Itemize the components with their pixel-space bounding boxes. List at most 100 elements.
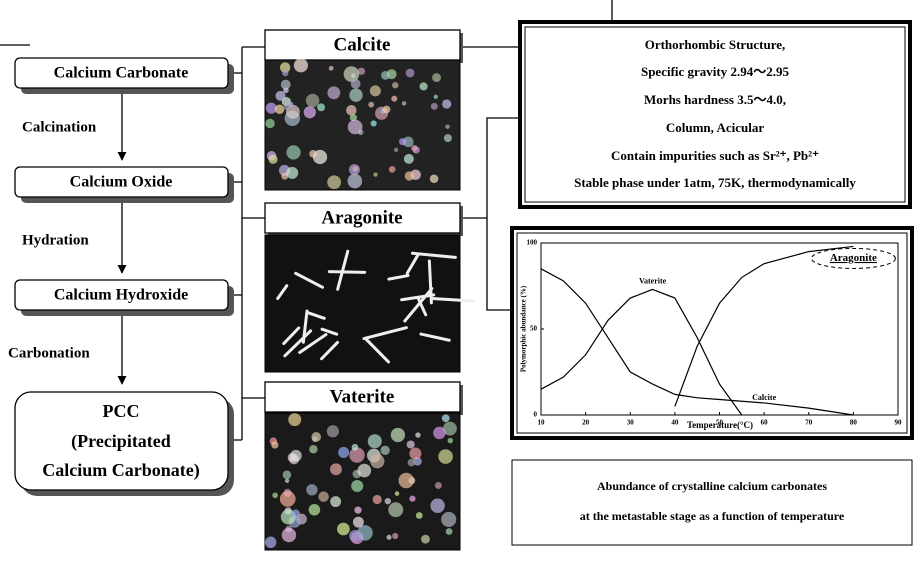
crystal bbox=[306, 94, 319, 107]
crystal bbox=[407, 440, 415, 448]
crystal bbox=[381, 71, 390, 80]
crystal bbox=[283, 87, 289, 93]
crystal bbox=[368, 102, 374, 108]
crystal bbox=[399, 138, 406, 145]
crystal bbox=[387, 535, 392, 540]
diagram: Calcium Carbonate Calcium Oxide Calcium … bbox=[0, 0, 921, 563]
process-label: Calcination bbox=[22, 119, 97, 135]
crystal bbox=[285, 479, 289, 483]
step-label: Calcium Oxide bbox=[70, 174, 173, 191]
crystal bbox=[337, 523, 350, 536]
crystal bbox=[373, 495, 382, 504]
crystal bbox=[409, 496, 415, 502]
crystal bbox=[368, 434, 382, 448]
crystal bbox=[432, 73, 441, 82]
crystal bbox=[411, 145, 417, 151]
property: Stable phase under 1atm, 75K, thermodyna… bbox=[574, 175, 856, 190]
crystal bbox=[329, 66, 334, 71]
crystal bbox=[434, 95, 438, 99]
crystal bbox=[309, 504, 321, 516]
crystal bbox=[408, 459, 416, 467]
y-tick-label: 0 bbox=[534, 411, 538, 419]
final-label: PCC bbox=[103, 401, 140, 421]
crystal bbox=[391, 96, 397, 102]
crystal bbox=[442, 414, 450, 422]
property: Morhs hardness 3.5～4.0, bbox=[644, 92, 786, 107]
crystal bbox=[370, 85, 381, 96]
crystal bbox=[358, 464, 372, 478]
step-label: Calcium Hydroxide bbox=[54, 287, 188, 304]
flow: Calcium Carbonate Calcium Oxide Calcium … bbox=[8, 58, 234, 496]
property: Contain impurities such as Sr²⁺, Pb²⁺ bbox=[611, 148, 819, 163]
crystal bbox=[421, 535, 430, 544]
crystal bbox=[392, 82, 398, 88]
crystal bbox=[448, 438, 453, 443]
crystal bbox=[405, 171, 414, 180]
needle bbox=[429, 261, 431, 303]
crystal bbox=[444, 134, 452, 142]
crystal bbox=[442, 99, 451, 108]
crystal bbox=[416, 512, 423, 519]
property: Column, Acicular bbox=[666, 120, 764, 135]
crystal bbox=[388, 502, 403, 517]
crystal bbox=[288, 413, 301, 426]
crystal bbox=[389, 166, 396, 173]
crystal bbox=[306, 484, 317, 495]
crystal bbox=[330, 463, 342, 475]
crystal bbox=[446, 528, 453, 535]
crystal bbox=[317, 103, 325, 111]
series-label: Aragonite bbox=[830, 252, 877, 264]
crystal bbox=[351, 79, 361, 89]
crystal bbox=[265, 537, 276, 548]
series-label: Vaterite bbox=[639, 276, 667, 285]
crystal bbox=[415, 432, 420, 437]
y-tick-label: 50 bbox=[530, 325, 538, 333]
polymorph-name: Aragonite bbox=[321, 207, 402, 228]
crystal bbox=[373, 173, 377, 177]
x-tick-label: 40 bbox=[671, 419, 679, 427]
crystal bbox=[420, 82, 428, 90]
process-label: Carbonation bbox=[8, 345, 90, 361]
crystal bbox=[280, 491, 296, 507]
crystal bbox=[392, 533, 398, 539]
crystal bbox=[292, 509, 300, 517]
crystal bbox=[353, 166, 358, 171]
crystal bbox=[346, 105, 356, 115]
crystal bbox=[327, 425, 339, 437]
properties: Orthorhombic Structure, Specific gravity… bbox=[520, 22, 910, 207]
crystal bbox=[283, 471, 292, 480]
crystal bbox=[395, 491, 400, 496]
crystal bbox=[282, 528, 296, 542]
x-tick-label: 60 bbox=[761, 419, 769, 427]
crystal bbox=[284, 105, 289, 110]
crystal bbox=[433, 427, 446, 440]
crystal bbox=[288, 102, 293, 107]
polymorphs: Calcite Aragonite Vaterite bbox=[265, 30, 473, 550]
needle bbox=[329, 272, 364, 273]
caption: Abundance of crystalline calcium carbona… bbox=[597, 479, 827, 493]
crystal bbox=[371, 120, 377, 126]
y-tick-label: 100 bbox=[527, 239, 538, 247]
x-tick-label: 20 bbox=[582, 419, 590, 427]
crystal bbox=[347, 174, 362, 189]
crystal bbox=[349, 88, 362, 101]
crystal bbox=[352, 444, 359, 451]
crystal bbox=[286, 145, 300, 159]
crystal bbox=[370, 454, 384, 468]
crystal bbox=[282, 70, 288, 76]
crystal bbox=[338, 447, 349, 458]
property: Specific gravity 2.94～2.95 bbox=[641, 64, 790, 79]
crystal bbox=[385, 498, 391, 504]
final-label: Calcium Carbonate) bbox=[42, 460, 199, 481]
crystal bbox=[445, 125, 449, 129]
crystal bbox=[290, 450, 302, 462]
crystal bbox=[275, 104, 285, 114]
polymorph-name: Calcite bbox=[334, 34, 391, 55]
crystal bbox=[286, 167, 298, 179]
x-tick-label: 50 bbox=[716, 419, 724, 427]
x-tick-label: 80 bbox=[850, 419, 858, 427]
crystal bbox=[409, 447, 421, 459]
crystal bbox=[294, 58, 308, 72]
crystal bbox=[309, 150, 317, 158]
crystal bbox=[383, 106, 391, 114]
